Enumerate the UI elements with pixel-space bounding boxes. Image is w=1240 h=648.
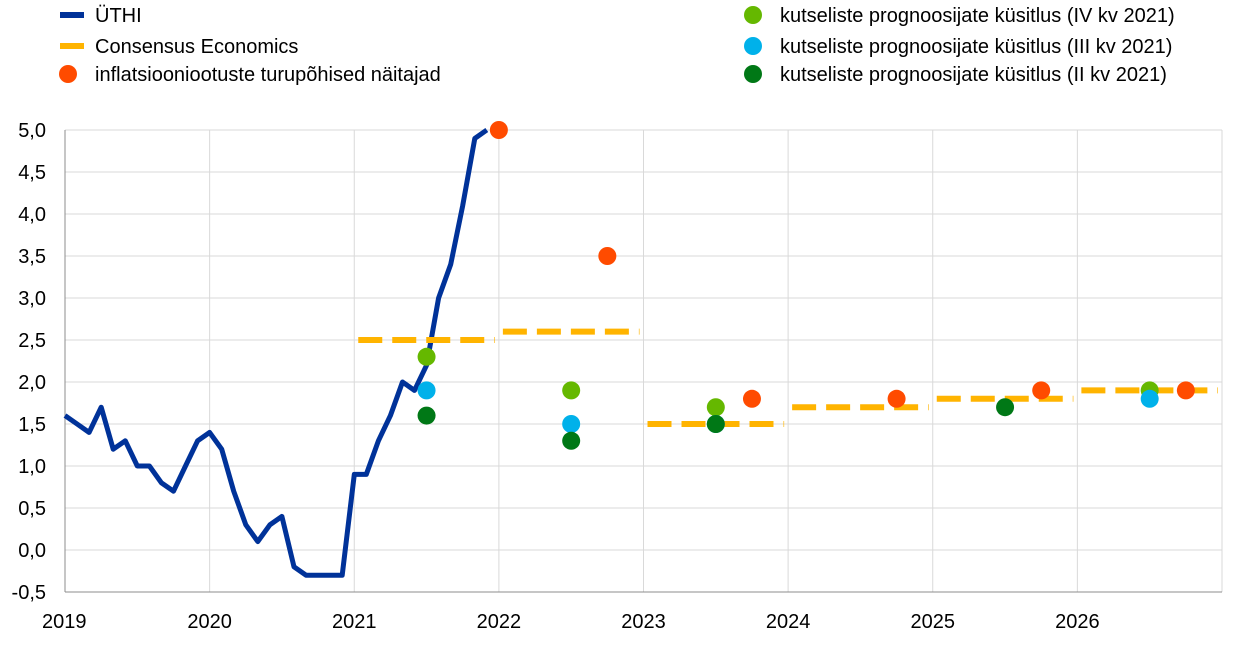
legend-swatch	[744, 6, 762, 24]
forecast-dot	[562, 431, 581, 450]
forecast-dot	[706, 398, 725, 417]
legend-label: kutseliste prognoosijate küsitlus (II kv…	[780, 64, 1167, 86]
grid	[64, 129, 1223, 593]
forecast-dot	[742, 389, 761, 408]
forecast-dot	[562, 381, 581, 400]
legend: ÜTHI Consensus Economics inflatsiooniootus…	[59, 5, 1175, 86]
forecast-dot	[996, 398, 1015, 417]
y-tick-label: 2,5	[18, 330, 46, 352]
x-tick-label: 2020	[187, 611, 232, 633]
x-tick-label: 2026	[1055, 611, 1100, 633]
axes: 5,0 4,5 4,0 3,5 3,0 2,5 2,0 1,5 1,0 0,5 0,0 -0,5 201…	[12, 120, 1222, 633]
forecast-dot	[1032, 381, 1051, 400]
forecast-dot	[1140, 389, 1159, 408]
forecast-dot	[562, 415, 581, 433]
legend-label: Consensus Economics	[95, 36, 298, 58]
hicp-line	[63, 127, 489, 578]
x-tick-label: 2022	[477, 611, 522, 633]
x-tick-label: 2021	[332, 611, 377, 633]
x-tick-label: 2024	[766, 611, 811, 633]
forecast-dot	[887, 389, 906, 408]
forecast-dot	[417, 406, 436, 425]
legend-label: inflatsiooniootuste turupõhised näitajad	[95, 64, 441, 86]
y-tick-label: 0,0	[18, 540, 46, 562]
y-tick-label: 0,5	[18, 498, 46, 520]
y-tick-label: 4,0	[18, 204, 46, 226]
y-tick-label: 1,0	[18, 456, 46, 478]
forecast-dot	[598, 247, 617, 265]
legend-label: kutseliste prognoosijate küsitlus (III k…	[780, 36, 1172, 58]
chart-marks	[63, 121, 1218, 578]
forecast-dot	[1176, 381, 1195, 400]
y-tick-label: 3,0	[18, 288, 46, 310]
y-tick-label: -0,5	[12, 582, 46, 604]
y-tick-label: 5,0	[18, 120, 46, 142]
y-tick-label: 4,5	[18, 162, 46, 184]
legend-label: ÜTHI	[95, 5, 142, 27]
x-tick-label: 2023	[621, 611, 666, 633]
legend-label: kutseliste prognoosijate küsitlus (IV kv…	[780, 5, 1175, 27]
forecast-dot	[417, 381, 436, 400]
y-tick-label: 3,5	[18, 246, 46, 268]
y-tick-label: 2,0	[18, 372, 46, 394]
x-tick-label: 2025	[911, 611, 956, 633]
legend-swatch	[59, 65, 77, 83]
legend-swatch	[744, 37, 762, 55]
forecast-dot	[706, 415, 725, 433]
forecast-dot	[417, 347, 436, 366]
y-tick-label: 1,5	[18, 414, 46, 436]
forecast-dot	[489, 121, 508, 139]
x-tick-label: 2019	[42, 611, 87, 633]
legend-swatch	[744, 65, 762, 83]
